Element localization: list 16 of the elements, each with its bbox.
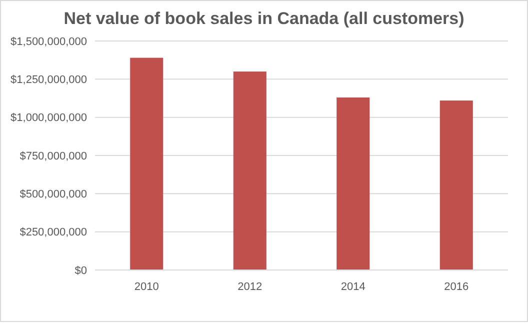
y-tick-label: $500,000,000 bbox=[20, 188, 87, 201]
y-tick-label: $0 bbox=[74, 264, 87, 277]
x-tick-label: 2016 bbox=[444, 281, 469, 293]
y-tick-label: $1,000,000,000 bbox=[10, 112, 87, 124]
bar bbox=[440, 100, 473, 270]
bar bbox=[130, 58, 164, 270]
y-tick-label: $1,250,000,000 bbox=[10, 74, 87, 86]
y-tick-label: $750,000,000 bbox=[20, 150, 87, 162]
x-tick-label: 2012 bbox=[238, 281, 262, 293]
x-tick-label: 2014 bbox=[340, 281, 366, 293]
y-tick-label: $1,500,000,000 bbox=[10, 36, 87, 48]
bar bbox=[233, 72, 266, 270]
x-tick-label: 2010 bbox=[134, 281, 159, 293]
chart-title: Net value of book sales in Canada (all customers) bbox=[64, 9, 464, 28]
bar bbox=[336, 97, 370, 270]
y-tick-label: $250,000,000 bbox=[20, 226, 87, 239]
